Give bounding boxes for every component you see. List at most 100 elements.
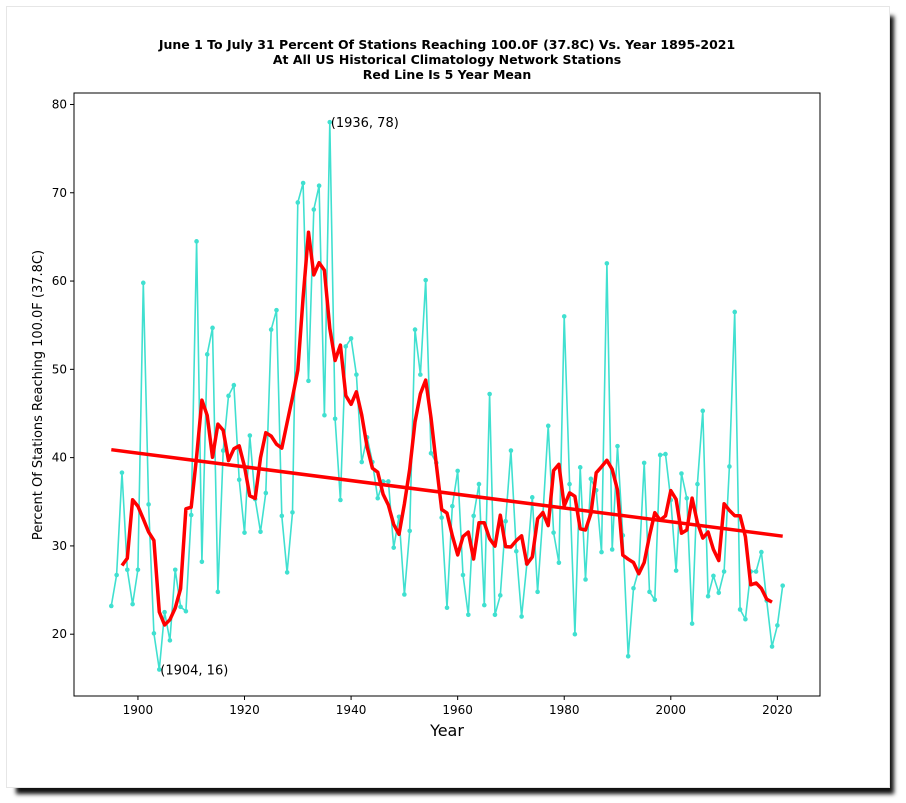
data-point — [732, 309, 738, 315]
data-point — [716, 590, 722, 596]
data-point — [711, 573, 716, 579]
data-point — [151, 631, 157, 636]
x-tick-label: 1940 — [336, 703, 367, 717]
data-point — [679, 471, 684, 476]
data-point — [625, 653, 631, 659]
annotation-label: (1936, 78) — [331, 116, 399, 131]
data-point — [556, 560, 562, 565]
data-point — [199, 559, 205, 565]
data-point — [215, 589, 221, 595]
y-tick-label: 60 — [52, 274, 67, 288]
data-point — [194, 239, 199, 244]
x-axis: 1900 1920 1940 1960 1980 2000 2020 — [123, 696, 793, 717]
data-point — [609, 547, 615, 552]
data-point — [322, 412, 327, 418]
data-point — [423, 277, 428, 283]
data-point — [204, 352, 210, 357]
axes-frame — [73, 92, 821, 697]
data-point — [231, 382, 237, 388]
data-point — [652, 597, 658, 603]
annotation-label: (1904, 16) — [160, 664, 228, 679]
data-point — [460, 572, 466, 578]
data-point — [220, 448, 226, 453]
y-tick-label: 40 — [52, 451, 67, 465]
data-point — [156, 667, 162, 672]
data-point — [444, 605, 450, 611]
data-point — [375, 495, 381, 501]
data-point — [705, 593, 711, 599]
data-point — [386, 479, 391, 484]
data-point — [647, 589, 652, 595]
x-tick-label: 1900 — [123, 703, 154, 717]
data-point — [721, 569, 727, 574]
data-point — [604, 261, 610, 266]
data-point — [210, 325, 215, 331]
data-point — [641, 460, 647, 466]
data-point — [109, 603, 114, 609]
data-point — [114, 572, 119, 578]
data-point — [311, 207, 317, 212]
data-point — [503, 518, 508, 524]
data-point — [263, 490, 269, 496]
data-point — [258, 529, 263, 535]
data-point — [306, 378, 311, 384]
data-point — [348, 336, 354, 341]
data-point — [727, 464, 732, 469]
data-point — [572, 631, 578, 637]
five-year-mean-line — [120, 230, 773, 627]
chart-card — [6, 6, 890, 788]
data-point — [759, 549, 764, 555]
data-point — [599, 549, 604, 555]
data-point — [513, 548, 519, 554]
data-point — [529, 495, 535, 500]
data-point — [466, 612, 471, 618]
data-point — [780, 583, 785, 588]
data-point — [130, 601, 135, 607]
data-point — [162, 609, 167, 615]
data-point — [471, 513, 476, 519]
y-axis-label: Percent Of Stations Reaching 100.0F (37.… — [31, 250, 46, 540]
y-tick-label: 70 — [52, 186, 67, 200]
data-point — [412, 327, 418, 332]
data-point — [737, 607, 743, 612]
data-point — [588, 476, 594, 482]
data-point — [476, 481, 482, 487]
data-point — [402, 592, 407, 597]
data-point — [119, 470, 125, 475]
data-point — [519, 614, 524, 619]
data-point — [418, 372, 423, 377]
y-axis: 20 30 40 50 60 70 80 — [52, 97, 74, 641]
data-point — [492, 612, 498, 618]
data-point — [450, 503, 455, 509]
data-point — [535, 589, 540, 595]
chart-title-line-1: June 1 To July 31 Percent Of Stations Re… — [158, 37, 735, 52]
data-point — [268, 327, 274, 332]
data-point — [332, 416, 338, 422]
data-point — [300, 180, 306, 186]
data-point — [497, 593, 503, 598]
data-point — [689, 621, 695, 626]
data-point — [775, 623, 780, 628]
data-point — [407, 528, 413, 534]
data-point — [188, 512, 194, 518]
data-point — [673, 568, 679, 573]
data-point — [487, 391, 492, 397]
data-point — [391, 545, 397, 550]
data-point — [428, 450, 434, 456]
chart-title-line-2: At All US Historical Climatology Network… — [273, 52, 621, 67]
data-point — [135, 567, 141, 573]
data-point — [316, 183, 322, 189]
data-point — [124, 567, 130, 573]
y-tick-label: 80 — [52, 97, 67, 111]
data-point — [455, 468, 460, 474]
data-point — [583, 577, 588, 582]
data-point — [359, 459, 365, 465]
data-point — [684, 495, 690, 501]
chart-title-line-3: Red Line Is 5 Year Mean — [363, 67, 531, 82]
trend-line — [111, 447, 783, 538]
data-point — [242, 530, 247, 535]
data-point — [753, 569, 759, 574]
data-point — [482, 602, 487, 608]
x-tick-label: 1920 — [229, 703, 260, 717]
data-point — [551, 530, 556, 535]
